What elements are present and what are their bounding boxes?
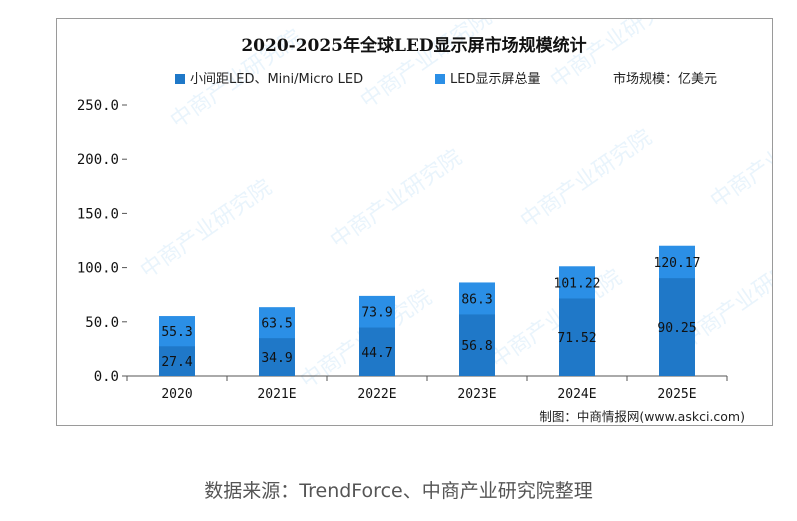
legend: 小间距LED、Mini/Micro LED LED显示屏总量	[175, 72, 540, 87]
x-tick-label: 2023E	[457, 387, 496, 402]
x-tick-label: 2022E	[357, 387, 396, 402]
data-label-total: 86.3	[461, 292, 492, 307]
legend-swatch	[435, 74, 445, 84]
watermark-text: 中商产业研究院	[136, 175, 277, 284]
y-axis: 0.0 50.0 100.0 150.0 200.0 250.0	[77, 98, 127, 385]
y-tick-label: 50.0	[85, 315, 119, 331]
x-tick-label: 2024E	[557, 387, 596, 402]
watermark-text: 中商产业研究院	[706, 105, 772, 214]
chart-title: 2020-2025年全球LED显示屏市场规模统计	[241, 35, 586, 56]
bar-segment-small-pitch	[159, 346, 195, 376]
data-label-small-pitch: 90.25	[657, 321, 696, 336]
watermark-text: 中商产业研究院	[356, 19, 497, 114]
y-tick-label: 100.0	[77, 261, 119, 277]
bars: 27.4 55.3 34.9 63.5 44.7 73.9 56.8 86.3 71.52 101…	[159, 245, 701, 376]
data-label-total: 101.22	[554, 276, 601, 291]
data-label-small-pitch: 44.7	[361, 346, 392, 361]
data-label-total: 120.17	[654, 256, 701, 271]
x-axis-ticks: 2020 2021E 2022E 2023E 2024E 2025E	[126, 376, 728, 402]
bar-segment-small-pitch	[259, 338, 295, 376]
legend-label: 小间距LED、Mini/Micro LED	[190, 72, 363, 87]
watermark-text: 中商产业研究院	[326, 145, 467, 254]
bar-segment-small-pitch	[359, 327, 395, 376]
data-label-total: 63.5	[261, 317, 292, 332]
y-tick-label: 0.0	[94, 369, 119, 385]
data-label-small-pitch: 27.4	[161, 355, 192, 370]
x-tick-label: 2025E	[657, 387, 696, 402]
bar-segment-small-pitch	[459, 314, 495, 376]
x-tick-label: 2020	[161, 387, 192, 402]
legend-label: LED显示屏总量	[450, 72, 540, 87]
data-label-total: 55.3	[161, 325, 192, 340]
data-label-small-pitch: 56.8	[461, 339, 492, 354]
y-tick-label: 150.0	[77, 206, 119, 222]
chart-credit: 制图：中商情报网(www.askci.com)	[539, 409, 745, 424]
y-tick-label: 250.0	[77, 98, 119, 114]
data-label-total: 73.9	[361, 306, 392, 321]
x-tick-label: 2021E	[257, 387, 296, 402]
chart-frame: 中商产业研究院 中商产业研究院 中商产业研究院 中商产业研究院 中商产业研究院 中商产业研…	[56, 0, 797, 426]
data-label-small-pitch: 71.52	[557, 331, 596, 346]
watermark-text: 中商产业研究院	[516, 125, 657, 234]
source-note: 数据来源：TrendForce、中商产业研究院整理	[204, 480, 593, 502]
data-label-small-pitch: 34.9	[261, 351, 292, 366]
unit-label: 市场规模：亿美元	[613, 71, 717, 87]
bar-segment-small-pitch	[559, 298, 595, 376]
y-tick-label: 200.0	[77, 152, 119, 168]
legend-swatch	[175, 74, 185, 84]
bar-segment-small-pitch	[659, 278, 695, 376]
